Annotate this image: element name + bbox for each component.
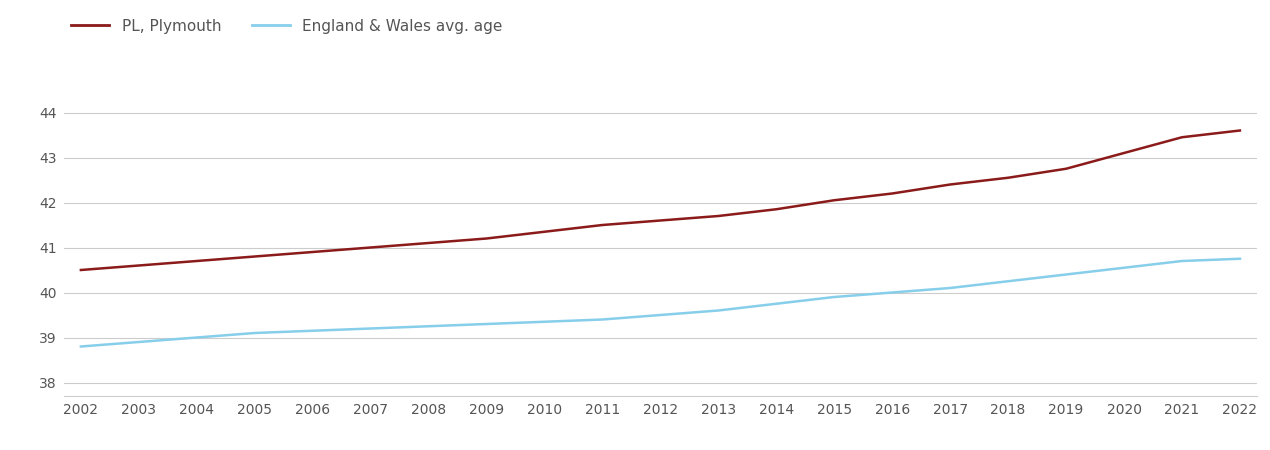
England & Wales avg. age xyxy=(189,335,204,340)
England & Wales avg. age xyxy=(74,344,89,349)
England & Wales avg. age xyxy=(248,330,263,336)
Line: England & Wales avg. age: England & Wales avg. age xyxy=(81,259,1240,346)
PL, Plymouth xyxy=(479,236,494,241)
PL, Plymouth xyxy=(827,198,842,203)
PL, Plymouth xyxy=(305,249,320,255)
PL, Plymouth xyxy=(1232,128,1247,133)
PL, Plymouth xyxy=(74,267,89,273)
PL, Plymouth xyxy=(537,229,552,234)
PL, Plymouth xyxy=(363,245,378,250)
PL, Plymouth xyxy=(189,258,204,264)
England & Wales avg. age xyxy=(768,301,784,306)
PL, Plymouth xyxy=(131,263,146,268)
England & Wales avg. age xyxy=(885,290,900,295)
PL, Plymouth xyxy=(420,240,436,246)
England & Wales avg. age xyxy=(1232,256,1247,261)
PL, Plymouth xyxy=(711,213,726,219)
Legend: PL, Plymouth, England & Wales avg. age: PL, Plymouth, England & Wales avg. age xyxy=(71,19,503,34)
England & Wales avg. age xyxy=(420,324,436,329)
England & Wales avg. age xyxy=(653,312,668,318)
England & Wales avg. age xyxy=(1058,272,1073,277)
England & Wales avg. age xyxy=(363,326,378,331)
England & Wales avg. age xyxy=(131,339,146,345)
PL, Plymouth xyxy=(942,182,958,187)
England & Wales avg. age xyxy=(305,328,320,333)
England & Wales avg. age xyxy=(537,319,552,324)
PL, Plymouth xyxy=(1058,166,1073,171)
PL, Plymouth xyxy=(594,222,610,228)
England & Wales avg. age xyxy=(942,285,958,291)
England & Wales avg. age xyxy=(1116,265,1132,270)
PL, Plymouth xyxy=(1001,175,1016,180)
PL, Plymouth xyxy=(1175,135,1190,140)
England & Wales avg. age xyxy=(827,294,842,300)
England & Wales avg. age xyxy=(479,321,494,327)
PL, Plymouth xyxy=(1116,150,1132,156)
PL, Plymouth xyxy=(653,218,668,223)
England & Wales avg. age xyxy=(1001,279,1016,284)
PL, Plymouth xyxy=(248,254,263,259)
England & Wales avg. age xyxy=(1175,258,1190,264)
England & Wales avg. age xyxy=(594,317,610,322)
PL, Plymouth xyxy=(885,191,900,196)
PL, Plymouth xyxy=(768,207,784,212)
Line: PL, Plymouth: PL, Plymouth xyxy=(81,130,1240,270)
England & Wales avg. age xyxy=(711,308,726,313)
